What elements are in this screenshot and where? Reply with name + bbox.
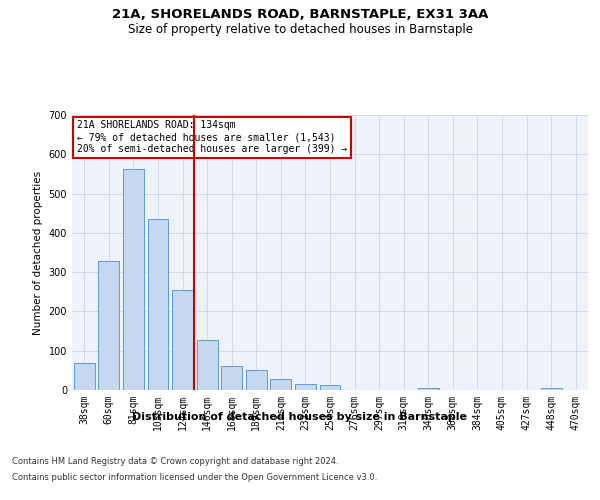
Bar: [148, 219, 169, 390]
Bar: [271, 379, 292, 390]
Text: Contains HM Land Registry data © Crown copyright and database right 2024.: Contains HM Land Registry data © Crown c…: [12, 458, 338, 466]
Bar: [246, 370, 267, 390]
Text: 21A SHORELANDS ROAD: 134sqm
← 79% of detached houses are smaller (1,543)
20% of : 21A SHORELANDS ROAD: 134sqm ← 79% of det…: [77, 120, 347, 154]
Text: Contains public sector information licensed under the Open Government Licence v3: Contains public sector information licen…: [12, 472, 377, 482]
Bar: [221, 366, 242, 390]
Text: 21A, SHORELANDS ROAD, BARNSTAPLE, EX31 3AA: 21A, SHORELANDS ROAD, BARNSTAPLE, EX31 3…: [112, 8, 488, 20]
Bar: [541, 388, 562, 390]
Bar: [74, 362, 95, 390]
Bar: [172, 290, 193, 390]
Bar: [418, 388, 439, 390]
Text: Distribution of detached houses by size in Barnstaple: Distribution of detached houses by size …: [133, 412, 467, 422]
Y-axis label: Number of detached properties: Number of detached properties: [33, 170, 43, 334]
Bar: [320, 386, 340, 390]
Bar: [295, 384, 316, 390]
Bar: [98, 261, 119, 390]
Text: Size of property relative to detached houses in Barnstaple: Size of property relative to detached ho…: [128, 22, 473, 36]
Bar: [123, 169, 144, 390]
Bar: [197, 340, 218, 390]
